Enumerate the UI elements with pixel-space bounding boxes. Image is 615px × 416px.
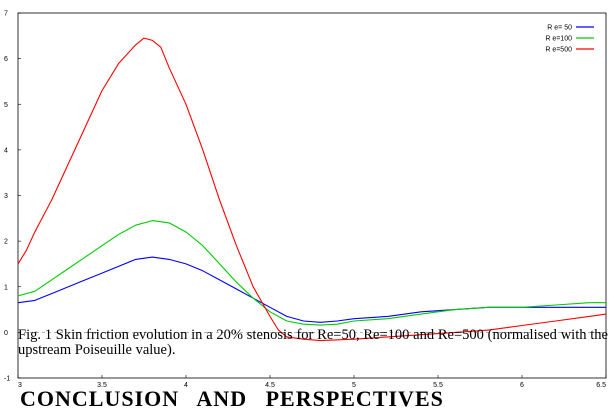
- legend-label-3: R e=500: [545, 47, 572, 54]
- y-tick-label: 3: [4, 193, 8, 200]
- figure-caption: Fig. 1 Skin friction evolution in a 20% …: [18, 327, 608, 358]
- y-tick-label: 6: [4, 56, 8, 63]
- series-line-2: [17, 220, 606, 326]
- legend-label-2: R e=100: [545, 36, 572, 43]
- x-tick-label: 4.5: [265, 382, 275, 389]
- y-tick-label: -1: [4, 376, 10, 383]
- series-line-3: [17, 37, 607, 342]
- series-lines: [17, 37, 607, 342]
- y-tick-label: 5: [4, 102, 8, 109]
- x-tick-label: 4: [184, 382, 188, 389]
- plot-border: [17, 12, 607, 379]
- y-tick-label: 2: [4, 239, 8, 246]
- legend-label-1: R e= 50: [547, 25, 572, 32]
- x-tick-label: 6.5: [596, 382, 606, 389]
- axis-ticks: 3 3.5 4 4.5 5 5.5 6 6.5 -1 0 1 2 3 4 5 6 7: [4, 11, 607, 389]
- y-tick-label: 7: [4, 11, 8, 18]
- series-line-1: [17, 256, 606, 323]
- section-heading: CONCLUSION AND PERSPECTIVES: [20, 386, 444, 411]
- x-tick-label: 3.5: [97, 382, 107, 389]
- legend: R e= 50 R e=100 R e=500: [545, 25, 594, 54]
- y-tick-label: 4: [4, 147, 8, 154]
- y-tick-label: 0: [4, 330, 8, 337]
- x-tick-label: 5.5: [433, 382, 443, 389]
- x-tick-label: 6: [520, 382, 524, 389]
- x-tick-label: 3: [18, 382, 22, 389]
- y-tick-label: 1: [4, 284, 8, 291]
- plot-frame: [17, 12, 607, 379]
- x-tick-label: 5: [352, 382, 356, 389]
